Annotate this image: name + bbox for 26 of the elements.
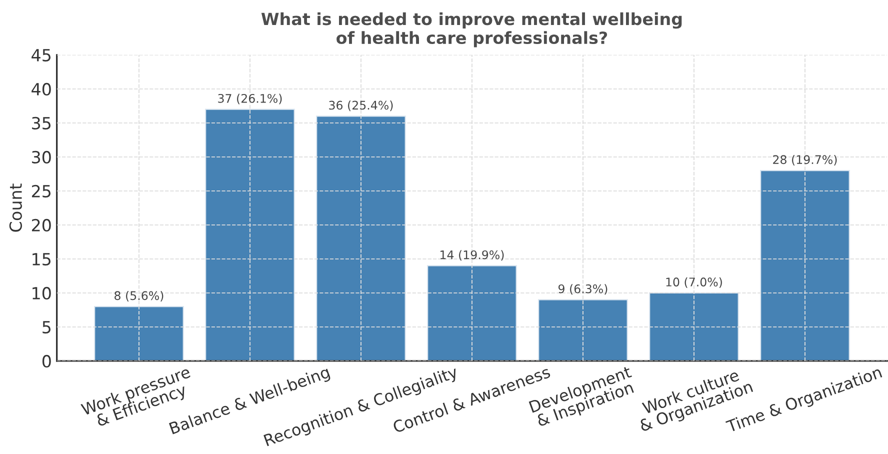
bar (427, 265, 517, 361)
y-tick-label: 20 (32, 218, 51, 232)
data-label: 14 (19.9%) (440, 250, 504, 261)
bar (538, 299, 628, 361)
y-tick-label: 35 (32, 116, 51, 130)
data-label: 28 (19.7%) (773, 154, 837, 166)
y-tick-label: 25 (32, 184, 51, 198)
y-tick-label: 0 (42, 354, 51, 368)
y-tick-label: 30 (32, 150, 51, 164)
data-label: 8 (5.6%) (114, 290, 164, 302)
bar (94, 306, 184, 361)
data-label: 10 (7.0%) (666, 277, 722, 288)
y-tick-label: 15 (32, 253, 51, 266)
chart-title: What is needed to improve mental wellbeing of health care professionals? (261, 12, 682, 48)
data-label: 37 (26.1%) (218, 94, 282, 104)
bar (760, 170, 850, 361)
y-tick-label: 45 (32, 49, 51, 62)
data-label: 9 (6.3%) (558, 284, 608, 295)
bar (649, 292, 739, 361)
y-tick-label: 5 (42, 321, 51, 334)
bar (205, 108, 295, 361)
y-axis-title: Count (9, 184, 22, 232)
y-tick-label: 40 (32, 82, 51, 96)
data-label: 36 (25.4%) (329, 100, 393, 112)
y-tick-label: 10 (32, 286, 51, 300)
bar (316, 116, 406, 361)
